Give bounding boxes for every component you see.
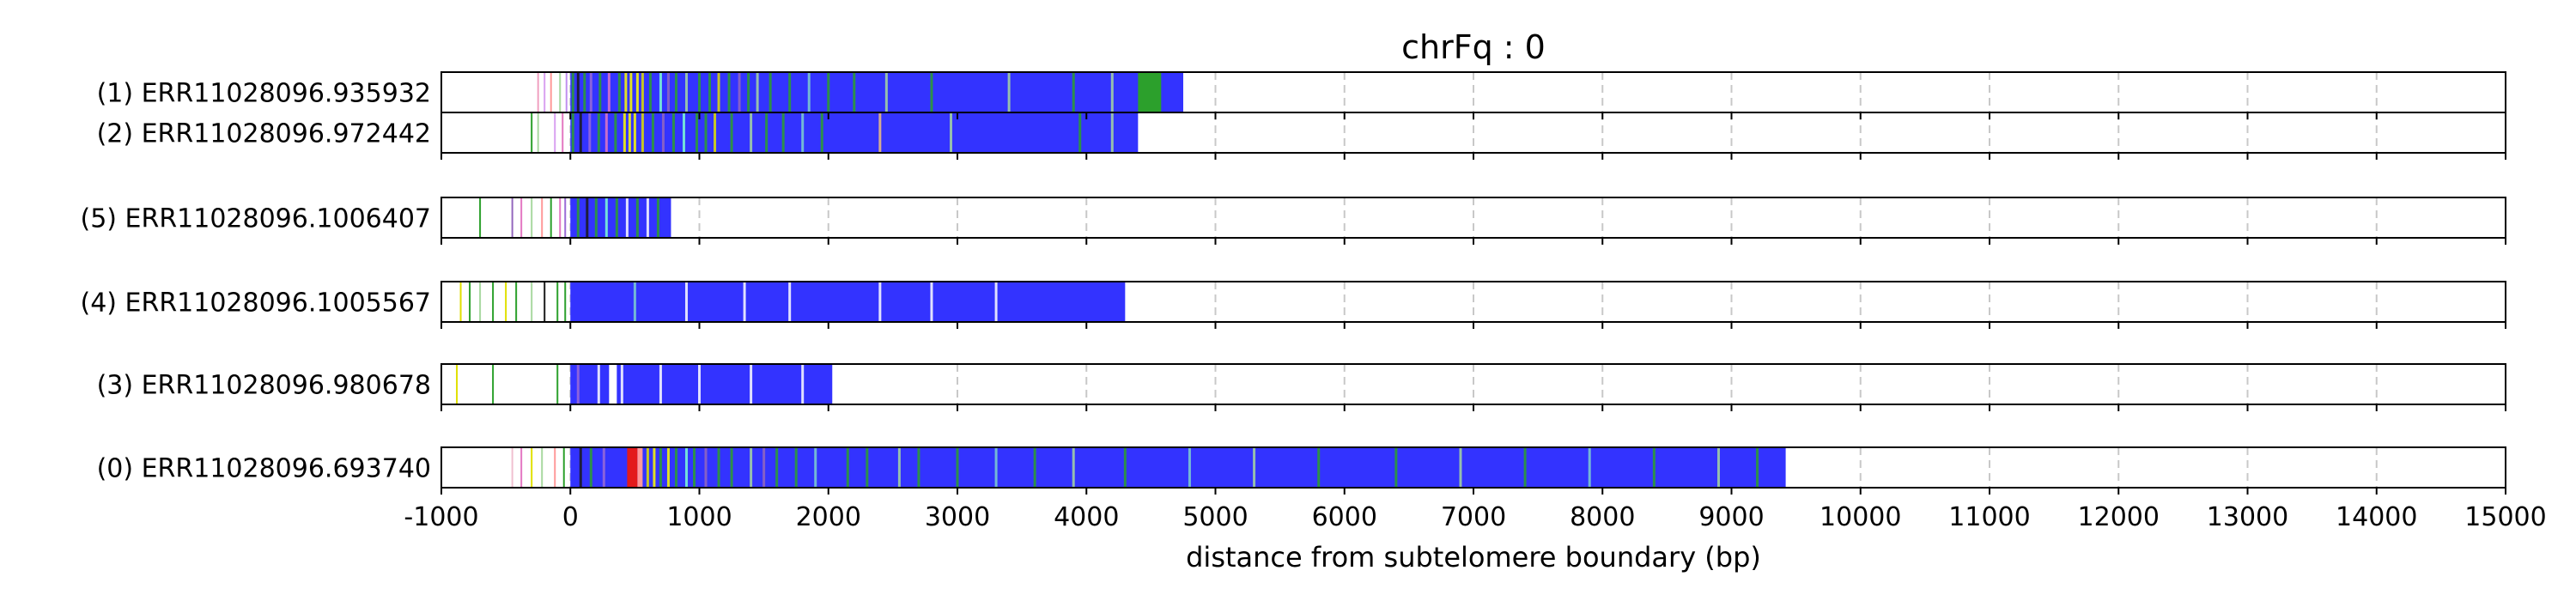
main-block [570,198,671,237]
x-tick-label: 3000 [925,502,990,532]
chart-title: chrFq : 0 [1401,28,1546,66]
read-track: (0) ERR11028096.693740 [97,446,2506,489]
segment-block [1163,73,1183,112]
x-tick-label: 9000 [1698,502,1764,532]
main-block [570,282,1126,321]
x-axis-label: distance from subtelomere boundary (bp) [1186,541,1761,574]
segment-block [627,448,638,487]
segment-block [637,448,643,487]
x-tick-label: 7000 [1441,502,1506,532]
x-tick-label: 5000 [1182,502,1248,532]
read-track: (4) ERR11028096.1005567 [80,281,2506,323]
x-tick-label: 10000 [1820,502,1901,532]
read-track: (5) ERR11028096.1006407 [80,197,2506,239]
x-tick-label: -1000 [404,502,478,532]
x-tick-label: 4000 [1054,502,1119,532]
x-tick-label: 13000 [2207,502,2288,532]
x-tick-label: 11000 [1948,502,2030,532]
read-track: (1) ERR11028096.935932 [97,71,2506,113]
read-track: (2) ERR11028096.972442 [97,112,2506,154]
read-track: (3) ERR11028096.980678 [97,363,2506,405]
x-tick-label: 8000 [1570,502,1635,532]
x-axis: -1000 0 1000 2000 3000 4000 5000 6000 7000 8000 90… [404,502,2546,532]
x-tick-label: 12000 [2078,502,2160,532]
read-tracks: (1) ERR11028096.935932 (2) ERR11028096.97… [80,71,2506,495]
segment-block [1161,73,1164,112]
read-label: (4) ERR11028096.1005567 [80,288,431,319]
x-tick-label: 6000 [1312,502,1377,532]
x-tick-label: 2000 [796,502,861,532]
main-block [570,73,1183,112]
x-tick-label: 15000 [2464,502,2546,532]
read-label: (2) ERR11028096.972442 [97,119,431,149]
read-label: (1) ERR11028096.935932 [97,79,431,109]
read-label: (5) ERR11028096.1006407 [80,204,431,234]
x-tick-label: 14000 [2336,502,2417,532]
read-label: (0) ERR11028096.693740 [97,454,431,484]
segment-block [1138,73,1162,112]
read-label: (3) ERR11028096.980678 [97,371,431,401]
main-block [570,113,1139,152]
segment-block [609,365,617,404]
x-tick-label: 1000 [666,502,732,532]
x-tick-label: 0 [562,502,579,532]
main-block [570,448,1786,487]
